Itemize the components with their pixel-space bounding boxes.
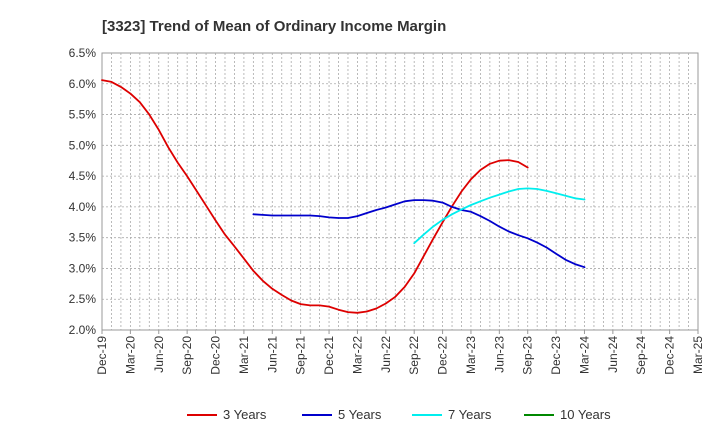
x-tick-label: Jun-20 (152, 336, 166, 373)
legend-label: 3 Years (223, 407, 267, 422)
x-tick-label: Dec-22 (436, 336, 450, 375)
series-line (101, 79, 529, 314)
x-tick-label: Mar-22 (350, 336, 364, 374)
x-tick-label: Mar-20 (123, 336, 137, 374)
x-tick-label: Dec-20 (209, 336, 223, 375)
x-tick-label: Sep-24 (634, 336, 648, 375)
y-tick-label: 4.5% (69, 169, 97, 183)
x-tick-label: Mar-24 (577, 336, 591, 374)
legend-label: 7 Years (448, 407, 492, 422)
series-line (413, 187, 586, 245)
x-tick-label: Dec-23 (549, 336, 563, 375)
y-tick-label: 4.0% (69, 200, 97, 214)
x-tick-label: Dec-21 (322, 336, 336, 375)
chart-title: [3323] Trend of Mean of Ordinary Income … (102, 18, 446, 35)
x-tick-label: Jun-22 (379, 336, 393, 373)
legend-label: 10 Years (560, 407, 611, 422)
x-tick-label: Dec-24 (663, 336, 677, 375)
axis-layer: 2.0% 2.5% 3.0% 3.5% 4.0% 4.5% 5.0% 5.5% 6.0% 6.5%… (69, 46, 705, 375)
y-tick-label: 5.0% (69, 138, 97, 152)
x-tick-label: Jun-23 (492, 336, 506, 373)
y-tick-label: 2.5% (69, 292, 97, 306)
y-tick-label: 6.0% (69, 77, 97, 91)
y-tick-label: 3.0% (69, 261, 97, 275)
x-tick-label: Mar-21 (237, 336, 251, 374)
x-tick-label: Sep-23 (521, 336, 535, 375)
y-tick-label: 3.5% (69, 231, 97, 245)
y-tick-label: 5.5% (69, 108, 97, 122)
x-tick-label: Jun-24 (606, 336, 620, 373)
plot-area (101, 52, 699, 331)
x-tick-label: Dec-19 (95, 336, 109, 375)
x-tick-label: Jun-21 (265, 336, 279, 373)
x-tick-label: Sep-22 (407, 336, 421, 375)
series-layer (101, 79, 586, 314)
x-tick-label: Mar-23 (464, 336, 478, 374)
x-tick-label: Sep-21 (294, 336, 308, 375)
series-line (252, 199, 586, 269)
x-tick-label: Mar-25 (691, 336, 705, 374)
y-tick-label: 6.5% (69, 46, 97, 60)
y-tick-label: 2.0% (69, 323, 97, 337)
legend: 3 Years 5 Years 7 Years 10 Years (187, 407, 611, 422)
grid-layer (101, 52, 699, 331)
legend-label: 5 Years (338, 407, 382, 422)
x-tick-label: Sep-20 (180, 336, 194, 375)
